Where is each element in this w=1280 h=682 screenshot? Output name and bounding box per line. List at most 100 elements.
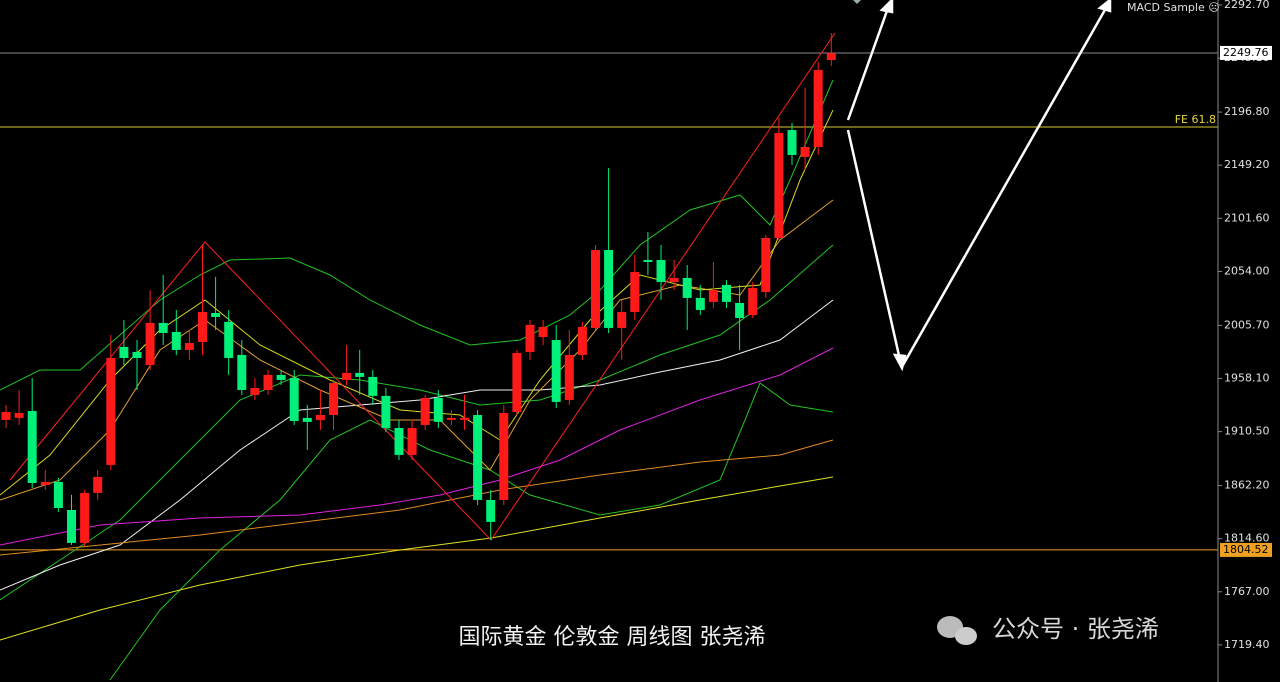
candle-body	[224, 321, 234, 358]
candle-body	[695, 297, 705, 310]
candle-body	[512, 352, 522, 412]
candle-body	[381, 395, 391, 428]
wechat-icon	[937, 616, 977, 645]
candle-body	[93, 476, 103, 493]
arrow-line	[846, 129, 902, 361]
candle-body	[394, 427, 404, 455]
ma-magenta	[0, 347, 834, 546]
candle-body	[211, 312, 221, 318]
candle-body	[171, 331, 181, 350]
candle-body	[263, 374, 273, 391]
candle-body	[669, 277, 679, 282]
watermark-caption: 国际黄金 伦敦金 周线图 张尧浠	[459, 625, 766, 650]
candle-body	[53, 481, 63, 508]
indicator-title: MACD Sample ☹	[1127, 1, 1220, 14]
candle-body	[276, 374, 286, 380]
watermark-account: 公众号 · 张尧浠	[992, 615, 1159, 643]
forecast-arrows	[846, 0, 1112, 372]
y-tick-label: 2101.60	[1224, 211, 1270, 224]
candle-body	[355, 372, 365, 377]
y-tick-label: 1719.40	[1224, 638, 1270, 651]
y-tick-label: 2149.20	[1224, 158, 1270, 171]
y-tick-label: 1958.10	[1224, 372, 1270, 385]
candle-body	[735, 302, 745, 319]
candle-body	[538, 326, 548, 337]
candle-body	[1, 411, 11, 420]
candle-body	[617, 311, 627, 328]
candle-body	[656, 259, 666, 282]
y-tick-label: 1814.60	[1224, 532, 1270, 545]
candle-body	[604, 250, 614, 328]
bollinger-upper	[0, 79, 834, 391]
current-price-label: 2249.76	[1223, 46, 1269, 59]
price-label-box	[1220, 542, 1272, 557]
support-price-label: 1804.52	[1223, 543, 1269, 556]
candle-body	[446, 417, 456, 420]
candle-body	[132, 351, 142, 358]
candle-body	[591, 250, 600, 328]
candle-body	[14, 412, 24, 418]
candle-body	[368, 376, 378, 396]
candle-body	[460, 417, 469, 420]
candle-body	[551, 339, 561, 402]
candle-body	[774, 132, 784, 238]
candle-body	[577, 326, 587, 355]
candle-body	[722, 284, 731, 302]
ma-white	[0, 299, 834, 591]
candle-body	[630, 272, 640, 312]
candle-body	[813, 69, 823, 148]
candle-body	[302, 417, 312, 422]
y-tick-label: 2005.70	[1224, 318, 1270, 331]
candle-body	[564, 354, 574, 400]
candle-body	[119, 346, 129, 358]
indicator-lines	[0, 32, 836, 681]
arrow-line	[901, 7, 1108, 366]
bollinger-lower	[109, 382, 834, 681]
y-tick-label: 1767.00	[1224, 585, 1270, 598]
candle-body	[237, 354, 247, 391]
candle-body	[67, 509, 76, 543]
candle-body	[315, 415, 325, 420]
candle-body	[329, 382, 338, 416]
wechat-bubble	[955, 627, 977, 645]
candle-body	[499, 412, 509, 500]
candle-body	[826, 52, 836, 60]
candle-body	[289, 377, 299, 421]
arrow-line	[846, 7, 890, 121]
ma-yellow	[0, 476, 834, 641]
candle-body	[761, 237, 771, 292]
y-tick-label: 1910.50	[1224, 425, 1270, 438]
candle-body	[420, 397, 430, 425]
ma-orange	[0, 439, 834, 556]
candle-body	[708, 289, 718, 302]
candle-body	[748, 287, 758, 315]
candle-body	[486, 499, 496, 522]
candle-body	[433, 397, 443, 422]
candle-body	[342, 372, 352, 380]
candle-body	[27, 410, 37, 483]
candle-body	[184, 343, 194, 350]
candle-body	[473, 415, 483, 500]
candle-body	[682, 277, 692, 298]
candle-body	[643, 259, 653, 262]
object-marker	[853, 0, 861, 4]
candle-body	[145, 322, 155, 365]
ma-fast-yellow	[0, 109, 834, 496]
candle-body	[158, 322, 168, 333]
arrow-head	[879, 0, 894, 14]
candle-body	[407, 427, 417, 455]
candle-body	[80, 492, 90, 543]
y-tick-label: 1862.20	[1224, 479, 1270, 492]
candle-body	[106, 357, 116, 465]
candle-body	[250, 387, 260, 395]
arrow-head	[1097, 0, 1112, 13]
candle-body	[525, 324, 535, 352]
y-tick-label: 2196.80	[1224, 105, 1270, 118]
candle-body	[40, 481, 50, 485]
candle-body	[198, 311, 207, 343]
candle-body	[787, 130, 797, 155]
bollinger-middle	[0, 244, 834, 601]
y-tick-label: 2292.70	[1224, 0, 1270, 11]
